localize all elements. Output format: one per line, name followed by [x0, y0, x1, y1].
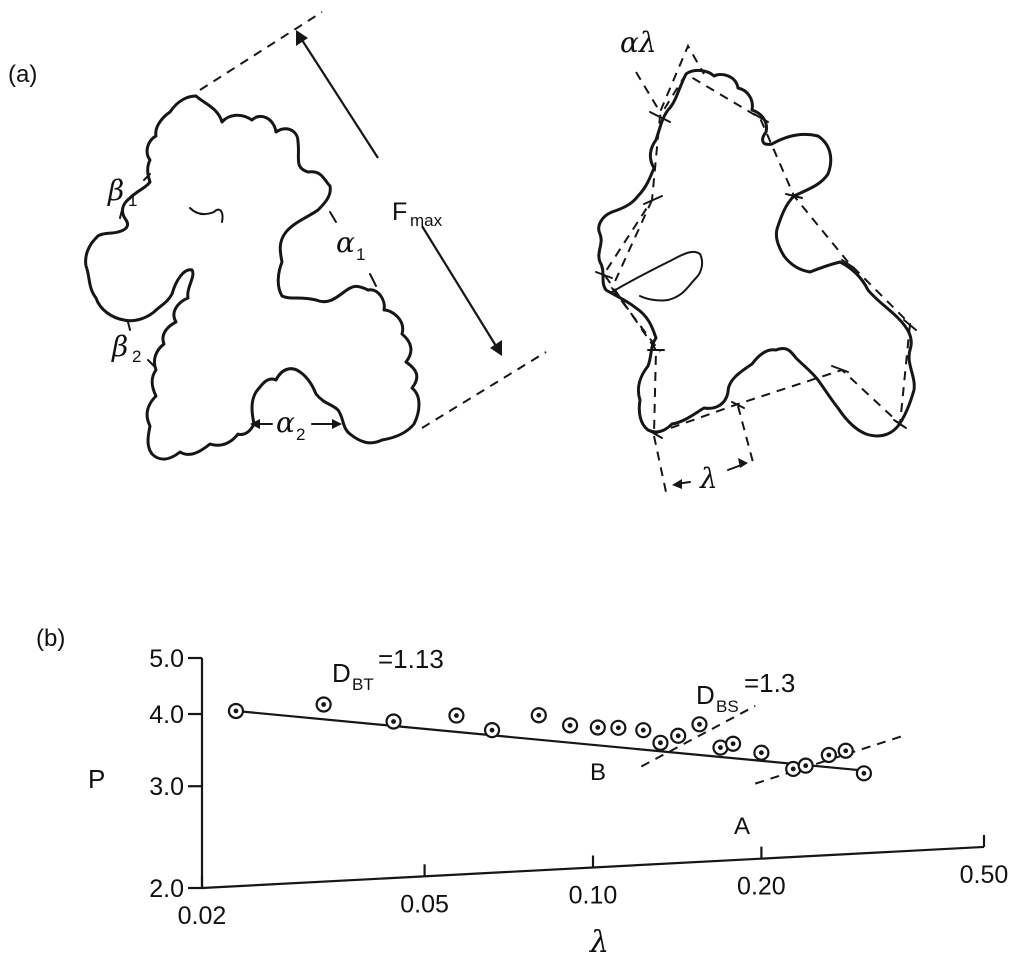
data-point-center	[536, 712, 542, 718]
fmax-arrow-upper	[301, 39, 379, 159]
alpha1-arrow-up	[329, 211, 337, 223]
y-tick-label: 4.0	[149, 701, 184, 729]
lambda-arrow-left-head	[672, 479, 682, 489]
data-point-center	[640, 727, 646, 733]
beta2-arrow-2	[147, 359, 155, 367]
dbt-value: =1.13	[378, 644, 444, 674]
beta2-subscript: 2	[132, 347, 141, 366]
fmax-arrow-lower	[421, 225, 497, 347]
data-point-center	[489, 727, 495, 733]
alpha1-label: α	[336, 226, 355, 259]
alpha2-subscript: 2	[296, 425, 305, 444]
dbt-subscript: BT	[352, 675, 374, 694]
panel-a-label: (a)	[8, 61, 37, 88]
line-b-label: B	[590, 759, 606, 786]
alpha1-arrow-down	[369, 273, 377, 287]
dashed-line-b	[640, 705, 756, 768]
y-axis-label: P	[88, 764, 105, 794]
data-point-center	[697, 721, 702, 727]
x-tick-label: 0.20	[737, 873, 786, 901]
alpha1-subscript: 1	[356, 245, 365, 264]
plot-area: 0.02 0.05 0.10 0.20 0.50 2.0 3.0 4.0 5.0	[149, 645, 1008, 930]
data-point-center	[615, 725, 621, 731]
alpha2-label: α	[276, 406, 295, 439]
divider-inner-lobe	[611, 250, 704, 302]
data-point-center	[454, 713, 459, 718]
data-point-center	[758, 750, 764, 756]
beta2-label: β	[111, 330, 128, 363]
fmax-top-boundary	[199, 11, 323, 91]
fmax-label: F	[392, 198, 407, 226]
dbt-label: D	[332, 658, 351, 688]
divider-steps	[602, 73, 912, 436]
panel-a: (a) F max β 1 β 2 α 1 α 2	[8, 11, 917, 495]
lambda-guide-right	[737, 405, 755, 467]
fmax-subscript: max	[410, 211, 443, 230]
panel-b: (b) P λ D BT =1.13 D BS =1.3 A B 0.02 0.0…	[36, 625, 1008, 960]
x-axis-line	[201, 845, 985, 890]
data-point-center	[658, 740, 663, 746]
dbs-label: D	[696, 680, 715, 710]
divider-steps-inner	[610, 199, 661, 353]
data-point-center	[233, 708, 239, 714]
y-tick-label: 3.0	[149, 773, 184, 801]
dbs-value: =1.3	[744, 668, 795, 698]
y-tick-label: 2.0	[149, 875, 184, 903]
alpha2-arrow-right-head	[332, 419, 342, 429]
divider-outline	[597, 68, 916, 438]
x-tick-label: 0.50	[960, 861, 1009, 889]
x-tick-label: 0.05	[400, 890, 449, 918]
beta1-subscript: 1	[128, 191, 137, 210]
x-tick-label: 0.02	[178, 902, 227, 930]
beta2-arrow	[127, 321, 131, 331]
data-point-center	[567, 722, 573, 728]
data-point-center	[595, 725, 601, 730]
line-a-label: A	[734, 813, 750, 840]
beta1-arrow-2	[143, 173, 151, 181]
alpha2-arrow-left-head	[250, 419, 260, 429]
beta1-label: β	[107, 174, 124, 207]
fmax-bottom-boundary	[421, 351, 547, 429]
x-tick-label: 0.10	[569, 881, 618, 909]
data-point-center	[803, 763, 809, 769]
fmax-arrow-upper-head	[296, 30, 308, 46]
fit-line-dbt	[235, 709, 865, 772]
data-point-center	[730, 741, 736, 747]
data-point-center	[391, 719, 396, 724]
particle-outline	[84, 94, 421, 461]
divider-ticks	[595, 111, 917, 439]
lambda-arrow-right-head	[738, 458, 748, 468]
beta1-arrow	[119, 209, 123, 219]
x-axis-label: λ	[589, 925, 609, 960]
data-point-center	[675, 733, 681, 739]
dbs-subscript: BS	[716, 697, 739, 716]
panel-b-label: (b)	[36, 625, 65, 652]
data-point-center	[321, 702, 327, 707]
data-point-center	[826, 752, 832, 758]
data-point-center	[718, 745, 723, 750]
alpha-lambda-label: αλ	[620, 26, 657, 59]
fmax-arrow-lower-head	[490, 340, 502, 356]
y-tick-label: 5.0	[149, 645, 184, 673]
data-point-center	[790, 766, 796, 772]
lambda-guide-left	[653, 435, 667, 493]
data-point-center	[843, 748, 849, 754]
inner-notch	[189, 207, 224, 223]
lambda-label: λ	[699, 462, 718, 495]
dashed-line-a	[754, 734, 905, 785]
alpha-lambda-guide	[635, 43, 705, 115]
data-point-center	[861, 770, 867, 776]
